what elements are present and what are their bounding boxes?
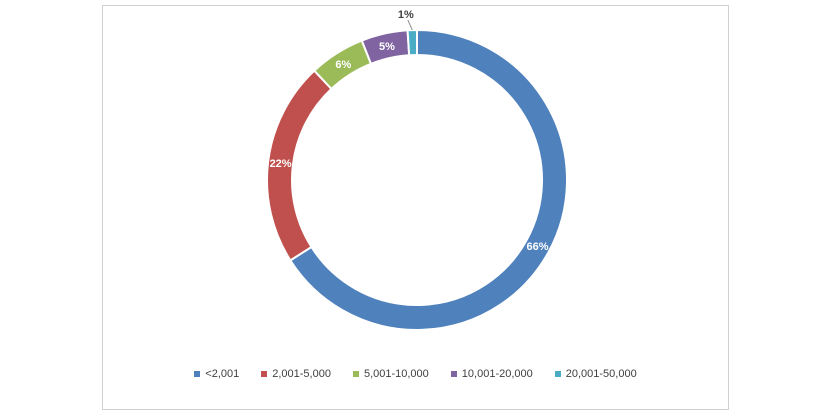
legend-swatch xyxy=(554,371,561,377)
legend-swatch xyxy=(194,371,201,377)
legend-label: 2,001-5,000 xyxy=(272,368,331,380)
legend-label: <2,001 xyxy=(205,368,240,380)
legend-swatch xyxy=(352,371,359,377)
chart-frame: 66% 22% 6% 5% 1% <2,001 2,001-5,000 5,001-10,0… xyxy=(102,5,729,410)
donut-chart: 66% 22% 6% 5% 1% xyxy=(266,9,568,331)
chart-legend: <2,001 2,001-5,000 5,001-10,000 10,001-20,0… xyxy=(103,368,728,380)
donut-slice xyxy=(288,28,568,331)
legend-label: 5,001-10,000 xyxy=(363,368,429,380)
legend-item: 5,001-10,000 xyxy=(352,368,429,380)
slice-data-label: 66% xyxy=(526,241,548,253)
legend-swatch xyxy=(261,371,268,377)
leader-line xyxy=(407,19,413,31)
legend-label: 20,001-50,000 xyxy=(565,368,637,380)
legend-item: 20,001-50,000 xyxy=(554,368,637,380)
legend-item: <2,001 xyxy=(194,368,239,380)
donut-slice xyxy=(406,28,418,57)
slice-data-label: 6% xyxy=(335,59,351,71)
legend-label: 10,001-20,000 xyxy=(461,368,533,380)
legend-swatch xyxy=(450,371,457,377)
slice-data-label: 5% xyxy=(379,41,395,53)
slice-data-label: 22% xyxy=(270,158,292,170)
slice-data-label: 1% xyxy=(398,9,414,21)
legend-item: 10,001-20,000 xyxy=(450,368,533,380)
legend-item: 2,001-5,000 xyxy=(261,368,331,380)
